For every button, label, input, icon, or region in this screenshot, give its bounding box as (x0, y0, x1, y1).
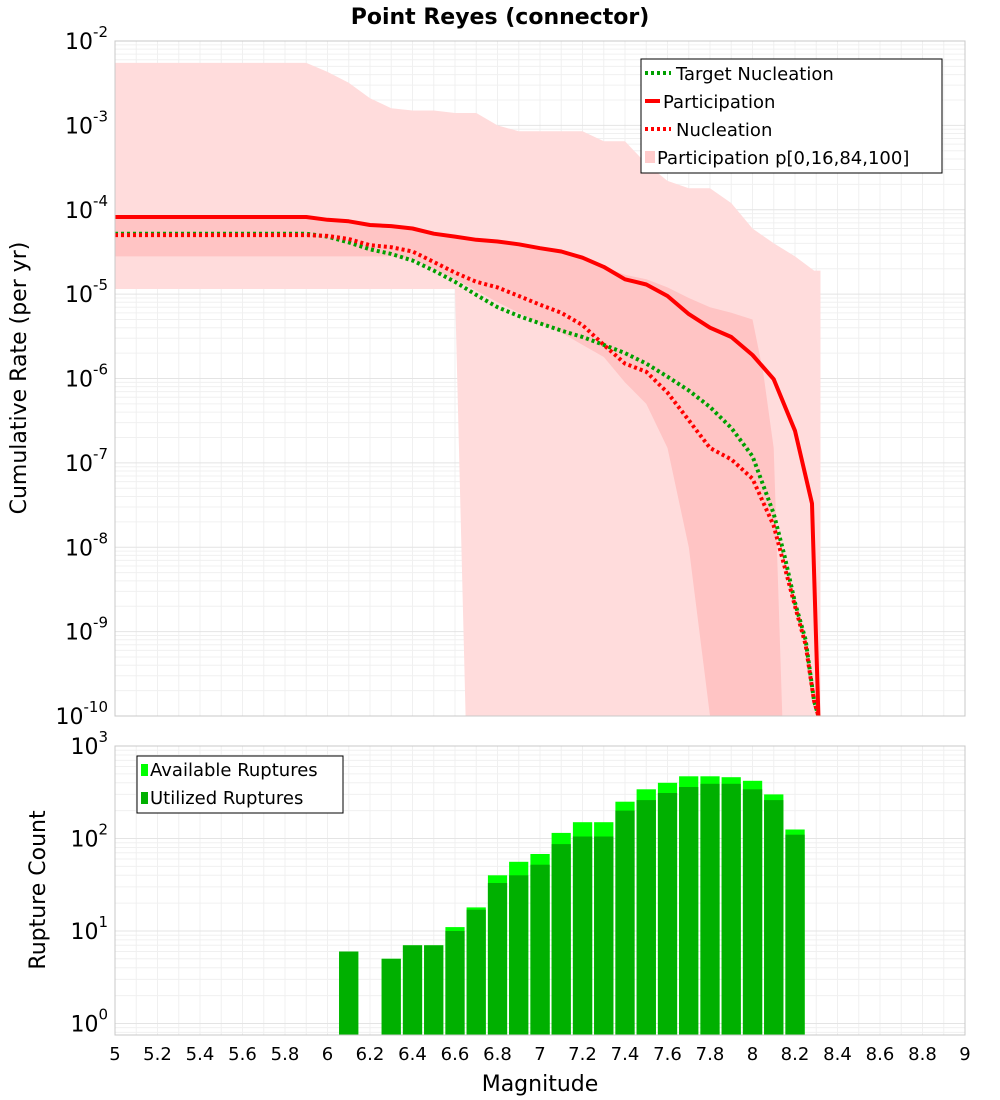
bar-utilized (466, 909, 486, 1035)
rate-y-tick-label: 10-4 (65, 192, 108, 224)
legend-swatch-participation-band (645, 151, 655, 163)
bar-utilized (551, 844, 571, 1035)
count-legend-box (136, 755, 344, 814)
x-tick-label: 7.4 (611, 1044, 640, 1065)
bar-utilized (445, 931, 465, 1035)
x-tick-label: 6.2 (356, 1044, 385, 1065)
count-y-ticks: 100 101 102 103 (70, 728, 108, 1037)
participation-bands (115, 62, 821, 716)
bar-utilized (742, 789, 763, 1035)
legend-label-participation-band: Participation p[0,16,84,100] (657, 148, 909, 169)
rate-legend-box (640, 58, 943, 174)
bar-utilized (381, 958, 401, 1035)
rate-y-tick-label: 10-6 (65, 361, 108, 393)
legend-label-available: Available Ruptures (150, 760, 318, 781)
x-tick-label: 5.4 (186, 1044, 215, 1065)
legend-label-nucleation: Nucleation (676, 120, 772, 141)
rate-y-tick-label: 10-10 (56, 698, 109, 730)
band-p16-p84 (115, 217, 783, 716)
participation-line (115, 215, 821, 717)
x-axis-label: Magnitude (482, 1072, 599, 1097)
x-tick-label: 5.2 (143, 1044, 172, 1065)
bar-utilized (679, 787, 699, 1035)
x-tick-label: 6 (322, 1044, 333, 1065)
x-tick-label: 5 (109, 1044, 120, 1065)
bar-utilized (424, 945, 444, 1035)
rupture-bars (339, 776, 805, 1035)
bar-utilized (572, 836, 593, 1035)
rate-y-tick-label: 10-9 (65, 614, 108, 646)
x-tick-label: 8.6 (866, 1044, 895, 1065)
count-y-tick-label: 100 (70, 1005, 108, 1037)
rate-y-axis-label: Cumulative Rate (per yr) (7, 242, 32, 515)
chart-title: Point Reyes (connector) (351, 5, 650, 30)
legend-swatch-available (141, 764, 148, 776)
rate-y-tick-label: 10-2 (65, 23, 108, 55)
rate-y-tick-label: 10-5 (65, 276, 108, 308)
x-tick-label: 7 (534, 1044, 545, 1065)
x-tick-label: 9 (959, 1044, 970, 1065)
x-tick-label: 5.8 (271, 1044, 300, 1065)
rate-plot: 10-10 10-9 10-8 10-7 10-6 10-5 10-4 10-3 10-2 Po… (7, 5, 966, 730)
x-tick-label: 8.8 (908, 1044, 937, 1065)
bar-utilized (764, 800, 784, 1035)
legend-label-utilized: Utilized Ruptures (150, 788, 303, 809)
count-plot-frame (114, 745, 966, 1036)
bar-utilized (339, 951, 359, 1035)
count-y-tick-label: 103 (70, 728, 108, 760)
bar-utilized (721, 783, 741, 1035)
legend-swatch-utilized (141, 792, 148, 804)
x-tick-label: 6.4 (398, 1044, 427, 1065)
legend-label-participation: Participation (663, 92, 775, 113)
rate-y-tick-label: 10-3 (65, 107, 108, 139)
count-y-tick-label: 101 (70, 913, 108, 945)
bar-utilized (487, 883, 508, 1035)
bar-utilized (530, 864, 550, 1035)
rate-y-tick-label: 10-7 (65, 445, 108, 477)
bar-utilized (785, 834, 805, 1035)
x-tick-label: 7.2 (568, 1044, 597, 1065)
magnitude-x-ticks: 5 5.2 5.4 5.6 5.8 6 6.2 6.4 6.6 6.8 7 7.2 7.4 7.6 7.8 8… (109, 1044, 970, 1065)
rate-lines (115, 215, 821, 717)
x-tick-label: 6.6 (441, 1044, 470, 1065)
bar-utilized (615, 810, 635, 1035)
count-y-tick-label: 102 (70, 820, 108, 852)
x-tick-label: 8.2 (781, 1044, 810, 1065)
x-tick-label: 8 (747, 1044, 758, 1065)
rate-y-ticks: 10-10 10-9 10-8 10-7 10-6 10-5 10-4 10-3 10-2 (56, 23, 109, 730)
x-tick-label: 7.6 (653, 1044, 682, 1065)
x-tick-label: 5.6 (228, 1044, 257, 1065)
bar-utilized (700, 783, 720, 1035)
bar-utilized (402, 945, 423, 1035)
bar-utilized (636, 800, 656, 1035)
rate-y-tick-label: 10-8 (65, 529, 108, 561)
x-tick-label: 7.8 (696, 1044, 725, 1065)
x-tick-label: 8.4 (823, 1044, 852, 1065)
rate-plot-frame (114, 40, 966, 717)
bar-utilized (594, 836, 614, 1035)
count-plot: 100 101 102 103 5 5.2 5.4 5.6 5.8 6 6.2 6.4 6.6 6.8 7… (26, 728, 971, 1097)
rate-legend: Target Nucleation Participation Nucleati… (640, 58, 943, 174)
bar-utilized (509, 875, 529, 1035)
bar-utilized (657, 793, 678, 1035)
count-legend: Available Ruptures Utilized Ruptures (136, 755, 344, 814)
nucleation-line (115, 233, 821, 717)
legend-label-target-nucleation: Target Nucleation (675, 64, 834, 85)
x-tick-label: 6.8 (483, 1044, 512, 1065)
count-y-axis-label: Rupture Count (26, 810, 51, 970)
